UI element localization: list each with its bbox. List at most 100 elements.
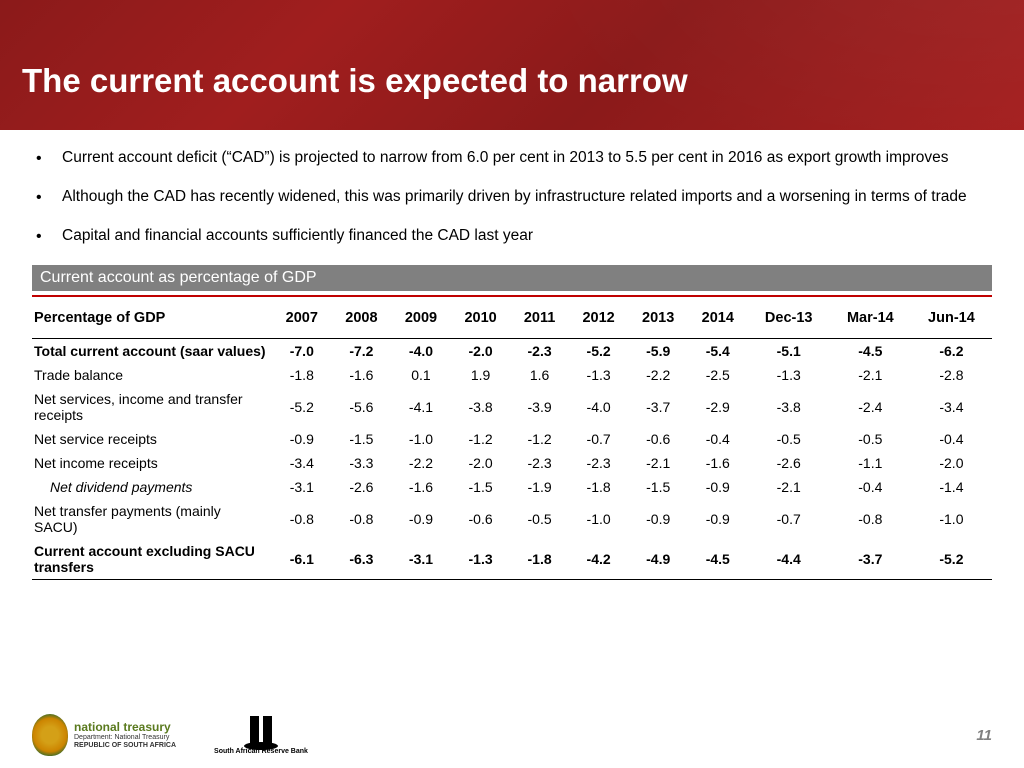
table-cell: -0.4 (911, 427, 992, 451)
table-cell: -0.8 (332, 499, 392, 539)
table-cell: -1.0 (391, 427, 451, 451)
table-cell: -0.9 (688, 475, 748, 499)
table-row: Net transfer payments (mainly SACU)-0.8-… (32, 499, 992, 539)
table-cell: -0.5 (510, 499, 568, 539)
table-cell: -1.0 (569, 499, 629, 539)
table-cell: -2.2 (628, 363, 688, 387)
table-cell: Net dividend payments (32, 475, 272, 499)
table-cell: -5.2 (272, 387, 332, 427)
page-title: The current account is expected to narro… (0, 0, 1024, 100)
table-cell: Net service receipts (32, 427, 272, 451)
table-cell: -4.2 (569, 539, 629, 580)
table-cell: Net transfer payments (mainly SACU) (32, 499, 272, 539)
col-header: 2010 (451, 298, 511, 339)
bullet-item: Although the CAD has recently widened, t… (32, 187, 992, 208)
table-cell: Net income receipts (32, 451, 272, 475)
table-header-row: Percentage of GDP 2007 2008 2009 2010 20… (32, 298, 992, 339)
table-cell: -2.1 (628, 451, 688, 475)
table-cell: -2.1 (830, 363, 911, 387)
table-cell: -2.5 (688, 363, 748, 387)
nt-dept: Department: National Treasury (74, 734, 176, 742)
table-cell: -3.3 (332, 451, 392, 475)
table-cell: -4.4 (748, 539, 830, 580)
table-cell: -3.8 (451, 387, 511, 427)
col-header: 2008 (332, 298, 392, 339)
table-cell: 1.6 (510, 363, 568, 387)
table-cell: -0.8 (830, 499, 911, 539)
table-cell: -6.3 (332, 539, 392, 580)
table-row: Total current account (saar values)-7.0-… (32, 338, 992, 363)
col-header: 2013 (628, 298, 688, 339)
table-cell: -2.9 (688, 387, 748, 427)
table-cell: Total current account (saar values) (32, 338, 272, 363)
table-cell: -5.6 (332, 387, 392, 427)
table-cell: -0.9 (688, 499, 748, 539)
table-cell: -7.2 (332, 338, 392, 363)
table-cell: 1.9 (451, 363, 511, 387)
table-cell: -1.2 (510, 427, 568, 451)
col-header: 2007 (272, 298, 332, 339)
gdp-table: Percentage of GDP 2007 2008 2009 2010 20… (32, 295, 992, 580)
table-cell: -3.4 (272, 451, 332, 475)
col-header: Percentage of GDP (32, 298, 272, 339)
bullet-list: Current account deficit (“CAD”) is proje… (32, 148, 992, 247)
table-cell: -1.9 (510, 475, 568, 499)
table-cell: -1.1 (830, 451, 911, 475)
table-cell: -0.6 (451, 499, 511, 539)
table-cell: -5.2 (569, 338, 629, 363)
table-cell: -2.2 (391, 451, 451, 475)
table-cell: -1.8 (272, 363, 332, 387)
table-cell: -1.8 (569, 475, 629, 499)
table-cell: -2.8 (911, 363, 992, 387)
table-cell: -0.4 (688, 427, 748, 451)
sarb-logo: South African Reserve Bank (214, 716, 308, 755)
col-header: 2011 (510, 298, 568, 339)
table-cell: -4.1 (391, 387, 451, 427)
table-cell: -0.6 (628, 427, 688, 451)
table-cell: -5.2 (911, 539, 992, 580)
table-cell: -3.7 (628, 387, 688, 427)
table-cell: -2.0 (451, 338, 511, 363)
table-cell: -1.5 (332, 427, 392, 451)
table-cell: -0.8 (272, 499, 332, 539)
table-cell: -3.8 (748, 387, 830, 427)
table-cell: -1.6 (688, 451, 748, 475)
bullet-item: Current account deficit (“CAD”) is proje… (32, 148, 992, 169)
page-number: 11 (976, 727, 992, 744)
table-cell: 0.1 (391, 363, 451, 387)
table-cell: -5.4 (688, 338, 748, 363)
bullet-item: Capital and financial accounts sufficien… (32, 226, 992, 247)
col-header: Jun-14 (911, 298, 992, 339)
table-cell: -6.2 (911, 338, 992, 363)
table-cell: -3.7 (830, 539, 911, 580)
table-cell: -0.9 (272, 427, 332, 451)
table-cell: Current account excluding SACU transfers (32, 539, 272, 580)
table-cell: -4.5 (830, 338, 911, 363)
table-cell: -4.5 (688, 539, 748, 580)
table-cell: Net services, income and transfer receip… (32, 387, 272, 427)
table-cell: Trade balance (32, 363, 272, 387)
table-cell: -1.6 (332, 363, 392, 387)
table-cell: -2.3 (510, 451, 568, 475)
header-banner: The current account is expected to narro… (0, 0, 1024, 130)
table-cell: -7.0 (272, 338, 332, 363)
national-treasury-logo: national treasury Department: National T… (32, 714, 176, 756)
table-cell: -2.0 (451, 451, 511, 475)
col-header: 2012 (569, 298, 629, 339)
table-cell: -3.1 (272, 475, 332, 499)
table-cell: -1.5 (451, 475, 511, 499)
table-cell: -4.0 (569, 387, 629, 427)
table-cell: -3.1 (391, 539, 451, 580)
table-cell: -3.9 (510, 387, 568, 427)
coat-of-arms-icon (32, 714, 68, 756)
table-cell: -2.1 (748, 475, 830, 499)
table-row: Net income receipts-3.4-3.3-2.2-2.0-2.3 -… (32, 451, 992, 475)
table-cell: -1.2 (451, 427, 511, 451)
table-row: Current account excluding SACU transfers… (32, 539, 992, 580)
table-cell: -2.6 (748, 451, 830, 475)
table-cell: -0.7 (569, 427, 629, 451)
table-cell: -1.3 (451, 539, 511, 580)
table-cell: -0.4 (830, 475, 911, 499)
table-cell: -0.9 (391, 499, 451, 539)
table-cell: -1.3 (748, 363, 830, 387)
